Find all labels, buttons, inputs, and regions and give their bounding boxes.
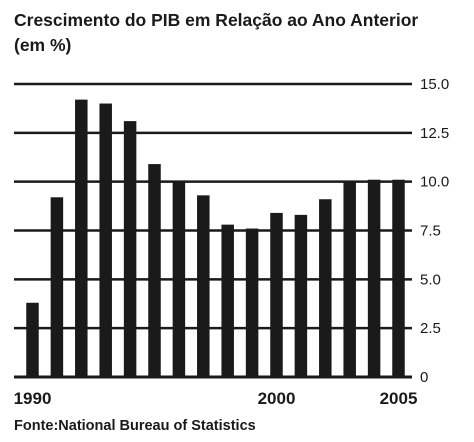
bar-2003 [343,181,356,377]
source-note: Fonte:National Bureau of Statistics [14,418,256,434]
bar-2005 [392,179,405,377]
y-tick-label: 5.0 [420,271,441,288]
bar-2000 [270,212,283,377]
y-tick-label: 12.5 [420,125,449,142]
bar-2004 [367,179,381,377]
bar-1990 [26,302,39,377]
y-tick-label: 15.0 [420,76,449,93]
bars [26,99,405,378]
chart-title: Crescimento do PIB em Relação ao Ano Ant… [14,10,419,55]
bar-2001 [294,214,308,377]
x-tick-label-2005: 2005 [380,389,418,408]
y-tick-label: 2.5 [420,320,441,337]
bar-1995 [148,164,161,377]
y-tick-label: 7.5 [420,223,441,240]
x-tick-labels: 1990 2000 2005 [14,389,418,408]
bar-1992 [75,99,88,378]
bar-1999 [245,228,259,377]
y-tick-label: 10.0 [420,174,449,191]
bar-1997 [197,195,210,377]
y-tick-label: 0 [420,369,428,386]
x-tick-label-2000: 2000 [258,389,296,408]
bar-1991 [50,197,64,377]
y-tick-labels: 0 2.5 5.0 7.5 10.0 12.5 15.0 [420,76,449,386]
bar-1996 [172,181,186,377]
bar-1998 [221,224,234,377]
bar-1994 [123,121,137,377]
bar-2002 [319,199,332,377]
x-tick-label-1990: 1990 [14,389,52,408]
bar-1993 [99,103,112,378]
